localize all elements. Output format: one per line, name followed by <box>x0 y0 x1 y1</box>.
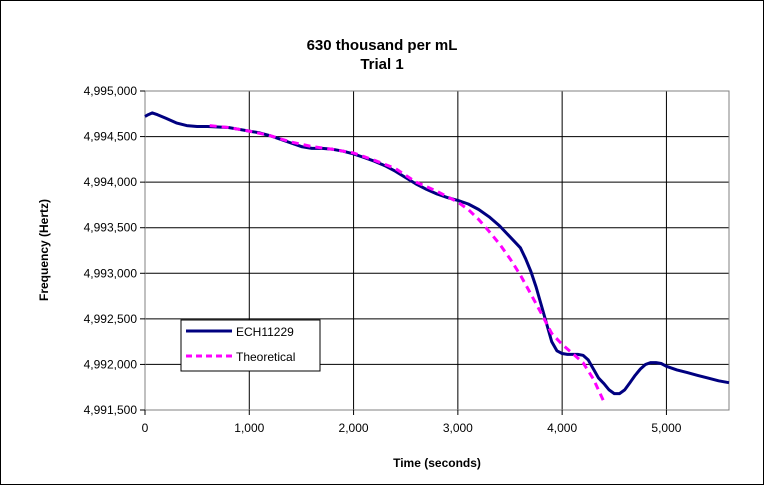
y-tick-label: 4,995,000 <box>84 84 138 98</box>
chart-title: 630 thousand per mL <box>307 37 458 54</box>
legend: ECH11229 Theoretical <box>181 320 320 371</box>
x-axis-title: Time (seconds) <box>393 456 481 470</box>
y-tick-label: 4,994,000 <box>84 175 138 189</box>
y-tick-label: 4,992,000 <box>84 357 138 371</box>
legend-label-theoretical: Theoretical <box>236 350 295 364</box>
x-tick-label: 3,000 <box>443 421 473 435</box>
x-tick-label: 2,000 <box>339 421 369 435</box>
chart-subtitle: Trial 1 <box>360 56 403 73</box>
x-tick-label: 5,000 <box>651 421 681 435</box>
y-axis-title: Frequency (Hertz) <box>37 199 51 301</box>
y-tick-label: 4,993,500 <box>84 221 138 235</box>
y-tick-label: 4,993,000 <box>84 266 138 280</box>
x-tick-label: 0 <box>142 421 149 435</box>
x-tick-label: 1,000 <box>234 421 264 435</box>
y-tick-label: 4,991,500 <box>84 403 138 417</box>
legend-label-ech11229: ECH11229 <box>236 325 294 339</box>
x-tick-label: 4,000 <box>547 421 577 435</box>
y-tick-label: 4,994,500 <box>84 130 138 144</box>
y-tick-label: 4,992,500 <box>84 312 138 326</box>
